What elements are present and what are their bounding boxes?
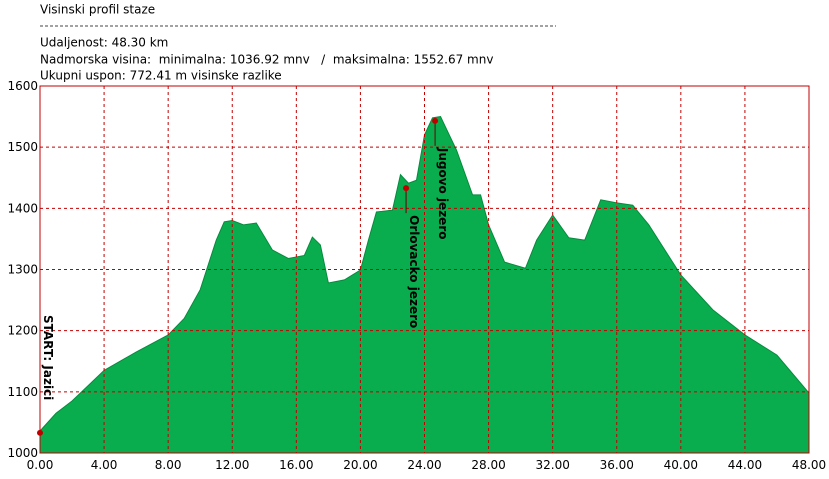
ascent: Ukupni uspon: 772.41 m visinske razlike <box>40 69 282 83</box>
annotation-marker <box>432 117 439 124</box>
y-tick-label: 1300 <box>7 263 38 277</box>
y-tick-label: 1000 <box>7 446 38 460</box>
plot-border <box>39 85 810 454</box>
y-tick-label: 1600 <box>7 79 38 93</box>
y-tick-label: 1400 <box>7 201 38 215</box>
annotation-label: Jugovo jezero <box>436 147 450 240</box>
x-tick-label: 48.00 <box>792 458 826 472</box>
title: Visinski profil staze <box>40 3 155 17</box>
x-tick-label: 24.00 <box>407 458 441 472</box>
y-tick-label: 1500 <box>7 140 38 154</box>
annotation-label: START: Jazici <box>41 315 55 400</box>
x-tick-label: 32.00 <box>535 458 569 472</box>
x-tick-label: 8.00 <box>155 458 182 472</box>
x-tick-label: 40.00 <box>664 458 698 472</box>
x-tick-label: 28.00 <box>471 458 505 472</box>
x-tick-label: 0.00 <box>27 458 54 472</box>
annotation-label: Orlovacko jezero <box>407 215 421 328</box>
x-tick-label: 12.00 <box>215 458 249 472</box>
annotation-marker <box>403 185 410 192</box>
x-tick-label: 20.00 <box>343 458 377 472</box>
altitude: Nadmorska visina: minimalna: 1036.92 mnv… <box>40 53 493 67</box>
y-tick-label: 1100 <box>7 385 38 399</box>
x-tick-label: 4.00 <box>91 458 118 472</box>
x-tick-label: 44.00 <box>728 458 762 472</box>
x-tick-label: 36.00 <box>600 458 634 472</box>
distance: Udaljenost: 48.30 km <box>40 36 168 50</box>
x-tick-label: 16.00 <box>279 458 313 472</box>
annotation-marker <box>37 429 43 436</box>
y-tick-label: 1200 <box>7 324 38 338</box>
